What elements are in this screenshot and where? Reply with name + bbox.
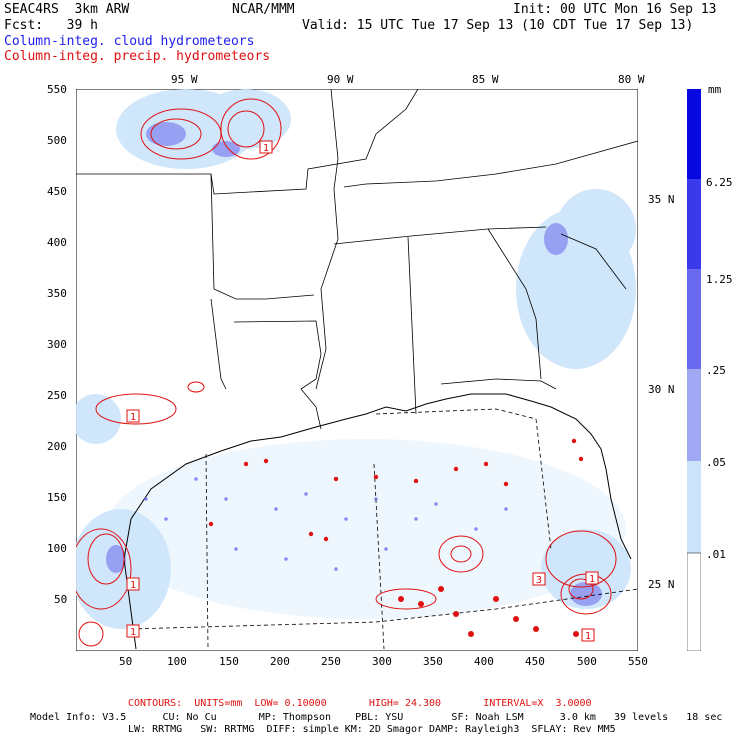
precip-contours xyxy=(76,98,617,647)
y-tick-350: 350 xyxy=(47,287,67,300)
cb-swatch-2 xyxy=(687,179,701,269)
y-tick-250: 250 xyxy=(47,389,67,402)
contour-marker-4: 1 xyxy=(126,624,140,638)
colorbar-label-25: .25 xyxy=(706,364,726,377)
cloud-cells xyxy=(144,477,508,571)
model-title: SEAC4RS 3km ARW xyxy=(4,2,130,17)
state-boundaries xyxy=(76,89,638,430)
lat-label-35n: 35 N xyxy=(648,193,675,206)
x-tick-50: 50 xyxy=(119,655,133,668)
contour-marker-3: 1 xyxy=(126,577,140,591)
y-tick-400: 400 xyxy=(47,236,67,249)
x-tick-450: 450 xyxy=(525,655,545,668)
lon-label-85w: 85 W xyxy=(472,73,499,86)
colorbar-label-1-25: 1.25 xyxy=(706,273,733,286)
x-tick-150: 150 xyxy=(219,655,239,668)
precip-cells xyxy=(208,438,584,637)
cb-swatch-1 xyxy=(687,89,701,179)
source-label: NCAR/MMM xyxy=(232,2,295,17)
map-panel: 1 1 1 1 3 1 1 xyxy=(76,89,638,651)
domain-outline xyxy=(130,408,638,650)
colorbar xyxy=(687,89,701,651)
valid-time: Valid: 15 UTC Tue 17 Sep 13 (10 CDT Tue … xyxy=(302,18,694,33)
contour-marker-6: 1 xyxy=(585,571,599,585)
x-tick-300: 300 xyxy=(372,655,392,668)
colorbar-label-01: .01 xyxy=(706,548,726,561)
cb-swatch-5 xyxy=(687,461,701,553)
init-time: Init: 00 UTC Mon 16 Sep 13 xyxy=(513,2,717,17)
forecast-hour: Fcst: 39 h xyxy=(4,18,98,33)
contour-marker-7: 1 xyxy=(581,628,595,642)
contour-marker-2: 1 xyxy=(126,409,140,423)
cb-swatch-6 xyxy=(687,552,701,651)
x-tick-250: 250 xyxy=(321,655,341,668)
y-tick-300: 300 xyxy=(47,338,67,351)
colorbar-label-05: .05 xyxy=(706,456,726,469)
x-tick-100: 100 xyxy=(167,655,187,668)
y-tick-150: 150 xyxy=(47,491,67,504)
cb-swatch-4 xyxy=(687,369,701,461)
lat-label-25n: 25 N xyxy=(648,578,675,591)
x-tick-350: 350 xyxy=(423,655,443,668)
lon-label-95w: 95 W xyxy=(171,73,198,86)
cloud-shading-dark xyxy=(106,122,602,606)
lon-label-80w: 80 W xyxy=(618,73,645,86)
colorbar-unit: mm xyxy=(708,83,722,96)
field-precip-label: Column-integ. precip. hydrometeors xyxy=(4,49,271,64)
lon-label-90w: 90 W xyxy=(327,73,354,86)
cb-swatch-3 xyxy=(687,269,701,369)
x-tick-400: 400 xyxy=(474,655,494,668)
contour-markers: 1 1 1 1 3 1 1 xyxy=(126,140,599,642)
model-info-line1: Model Info: V3.5 CU: No Cu MP: Thompson … xyxy=(30,712,723,723)
colorbar-label-6-25: 6.25 xyxy=(706,176,733,189)
svg-text:3: 3 xyxy=(536,575,542,586)
model-info-line2: LW: RRTMG SW: RRTMG DIFF: simple KM: 2D … xyxy=(128,724,616,735)
x-tick-550: 550 xyxy=(628,655,648,668)
y-tick-200: 200 xyxy=(47,440,67,453)
svg-text:1: 1 xyxy=(130,412,136,423)
contour-marker-1: 1 xyxy=(259,140,273,154)
svg-text:1: 1 xyxy=(130,627,136,638)
y-tick-550: 550 xyxy=(47,83,67,96)
y-tick-50: 50 xyxy=(54,593,68,606)
field-cloud-label: Column-integ. cloud hydrometeors xyxy=(4,34,255,49)
svg-text:1: 1 xyxy=(585,631,591,642)
y-tick-500: 500 xyxy=(47,134,67,147)
contour-marker-5: 3 xyxy=(532,572,546,586)
x-tick-200: 200 xyxy=(270,655,290,668)
contour-info: CONTOURS: UNITS=mm LOW= 0.10000 HIGH= 24… xyxy=(128,698,592,709)
svg-text:1: 1 xyxy=(130,580,136,591)
y-tick-450: 450 xyxy=(47,185,67,198)
lat-label-30n: 30 N xyxy=(648,383,675,396)
svg-text:1: 1 xyxy=(589,574,595,585)
coastline xyxy=(123,393,632,650)
cloud-shading xyxy=(76,89,636,629)
svg-text:1: 1 xyxy=(263,143,269,154)
x-tick-500: 500 xyxy=(577,655,597,668)
y-tick-100: 100 xyxy=(47,542,67,555)
